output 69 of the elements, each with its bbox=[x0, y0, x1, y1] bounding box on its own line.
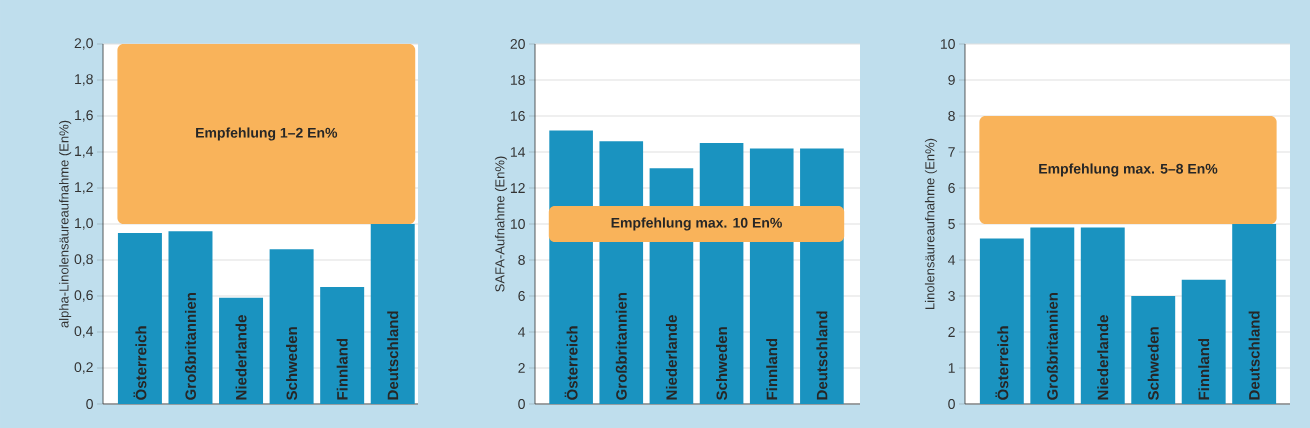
y-tick-label: 7 bbox=[948, 147, 955, 157]
x-tick-label: Großbritannien bbox=[615, 293, 627, 400]
y-tick-label: 1,0 bbox=[75, 218, 93, 230]
bar bbox=[1232, 223, 1277, 404]
y-tick-label: 8 bbox=[948, 111, 955, 121]
bar bbox=[1131, 295, 1176, 404]
bar bbox=[1181, 279, 1226, 404]
x-tick-label: Deutschland bbox=[387, 311, 399, 400]
y-tick-label: 2,0 bbox=[74, 38, 93, 50]
band-label: Empfehlung 1–2 En% bbox=[196, 127, 338, 141]
band-label: Empfehlung max. 10 En% bbox=[611, 217, 782, 231]
bar bbox=[117, 232, 162, 404]
y-tick-label: 16 bbox=[510, 111, 525, 121]
y-tick-label: 4 bbox=[518, 327, 526, 337]
y-tick-label: 2 bbox=[948, 327, 955, 337]
bar bbox=[370, 223, 415, 404]
x-tick-label: Großbritannien bbox=[1046, 293, 1058, 400]
bar bbox=[1030, 227, 1075, 404]
y-tick-label: 10 bbox=[940, 39, 955, 49]
x-tick-label: Finnland bbox=[1198, 338, 1210, 400]
y-tick-label: 5 bbox=[948, 219, 955, 229]
x-tick-label: Schweden bbox=[716, 327, 728, 401]
x-tick-label: Österreich bbox=[564, 326, 578, 400]
y-tick-label: 0,8 bbox=[74, 254, 93, 266]
bar bbox=[320, 286, 365, 404]
y-tick-label: 3 bbox=[948, 291, 955, 301]
y-tick-label: 1,2 bbox=[75, 182, 93, 194]
y-tick-label: 0 bbox=[948, 399, 955, 409]
bar bbox=[219, 297, 264, 404]
x-tick-label: Deutschland bbox=[816, 311, 828, 400]
y-tick-label: 8 bbox=[518, 255, 525, 265]
y-axis-title: SAFA-Aufnahme (En%) bbox=[494, 156, 508, 292]
bar bbox=[269, 249, 314, 404]
y-tick-label: 18 bbox=[510, 75, 525, 85]
y-tick-label: 1,6 bbox=[75, 110, 93, 122]
x-tick-label: Großbritannien bbox=[184, 293, 196, 400]
y-tick-label: 9 bbox=[948, 75, 955, 85]
y-tick-label: 1 bbox=[948, 363, 955, 373]
bar bbox=[1080, 227, 1125, 404]
y-tick-label: 0 bbox=[86, 399, 93, 409]
y-tick-label: 10 bbox=[510, 219, 525, 229]
y-tick-label: 4 bbox=[947, 255, 956, 265]
x-tick-label: Schweden bbox=[1147, 327, 1159, 401]
x-tick-label: Niederlande bbox=[1097, 315, 1109, 400]
band-label: Empfehlung max. 5–8 En% bbox=[1039, 163, 1218, 177]
y-tick-label: 1,8 bbox=[75, 74, 93, 86]
bar bbox=[979, 238, 1024, 404]
x-tick-label: Schweden bbox=[286, 327, 298, 401]
x-tick-label: Finnland bbox=[766, 338, 778, 400]
y-tick-label: 14 bbox=[510, 147, 526, 157]
y-tick-label: 0,2 bbox=[74, 362, 93, 374]
y-tick-label: 12 bbox=[510, 183, 525, 193]
y-tick-label: 0 bbox=[518, 399, 525, 409]
x-tick-label: Deutschland bbox=[1248, 311, 1260, 400]
x-tick-label: Finnland bbox=[336, 338, 348, 400]
y-axis-title: Linolensäureaufnahme (En%) bbox=[924, 138, 938, 309]
y-tick-label: 20 bbox=[510, 39, 525, 49]
x-tick-label: Niederlande bbox=[665, 315, 677, 400]
y-axis-title: alpha-Linolensäureaufnahme (En%) bbox=[59, 120, 72, 328]
bar bbox=[168, 231, 213, 404]
y-tick-label: 6 bbox=[518, 291, 525, 301]
y-tick-label: 0,4 bbox=[74, 326, 94, 338]
x-tick-label: Niederlande bbox=[235, 315, 247, 400]
y-tick-label: 1,4 bbox=[75, 146, 94, 158]
y-tick-label: 2 bbox=[518, 363, 525, 373]
x-tick-label: Österreich bbox=[995, 326, 1009, 400]
x-tick-label: Österreich bbox=[133, 326, 147, 400]
y-tick-label: 0,6 bbox=[74, 290, 93, 302]
y-tick-label: 6 bbox=[948, 183, 955, 193]
